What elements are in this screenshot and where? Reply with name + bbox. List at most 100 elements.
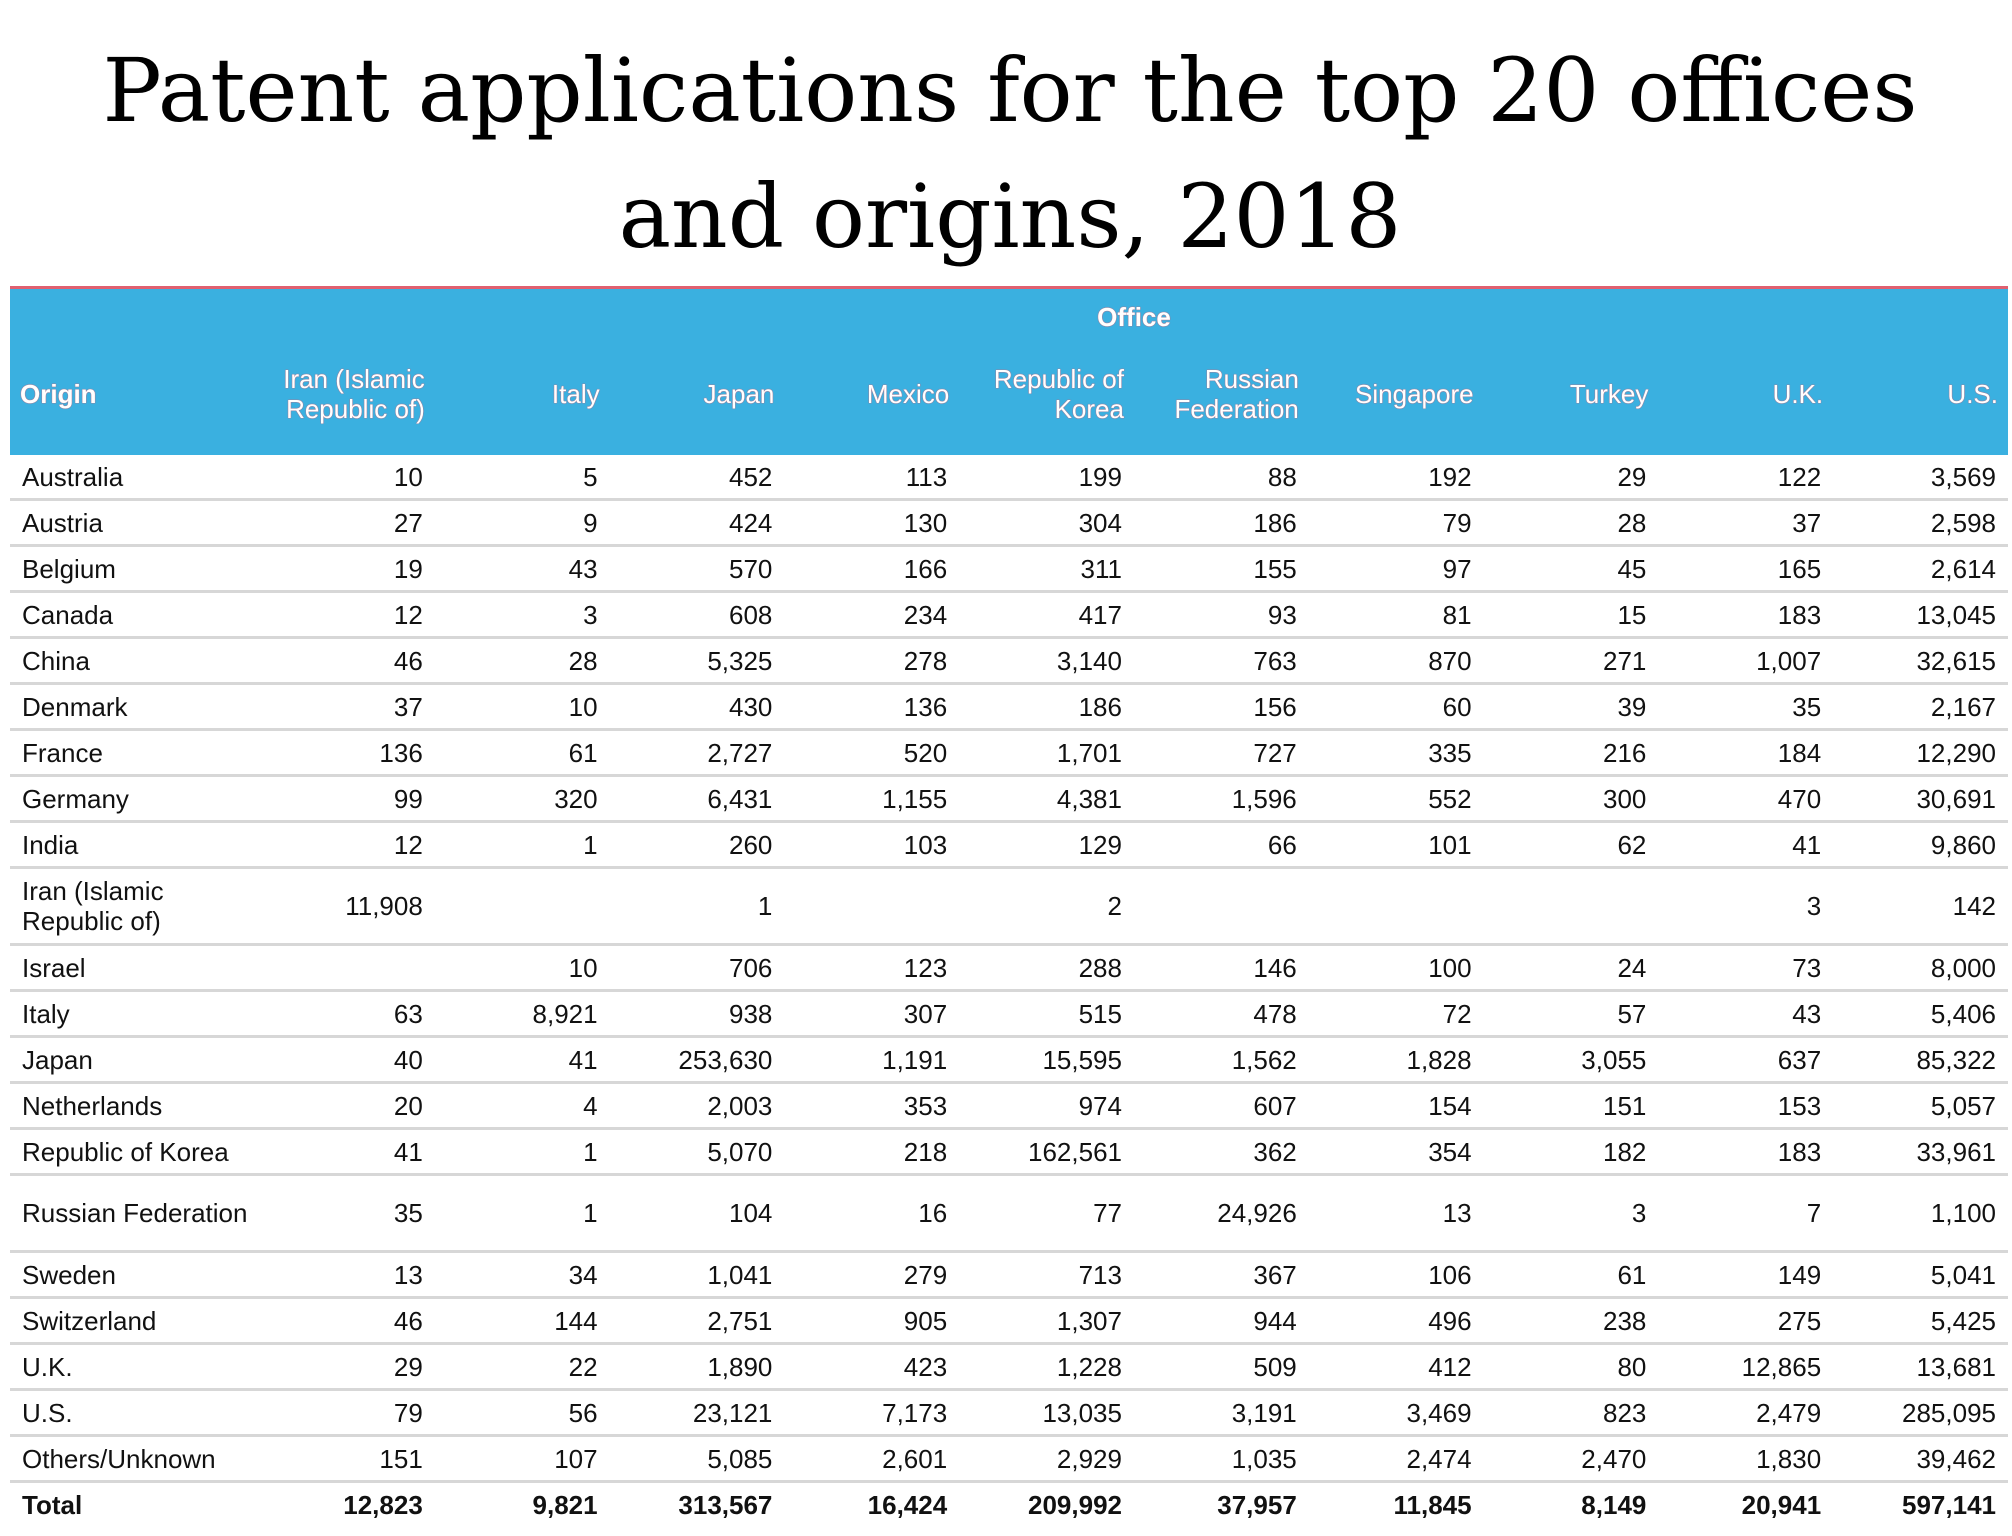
value-cell: 41: [260, 1128, 435, 1176]
table-row: Netherlands 20 4 2,003 353 974 607 154 151 153 5,0…: [10, 1082, 2008, 1130]
value-cell: 103: [784, 821, 960, 869]
value-cell: 199: [959, 455, 1134, 501]
value-cell: 637: [1658, 1036, 1834, 1084]
table-row: Republic of Korea 41 1 5,070 218 162,561 362 35…: [10, 1128, 2008, 1176]
value-cell: 1,307: [959, 1297, 1134, 1345]
column-header: Iran (Islamic Republic of): [260, 333, 435, 455]
total-cell: 313,567: [678, 1490, 773, 1520]
value-cell: 8,921: [434, 990, 610, 1038]
origin-cell: U.S.: [10, 1389, 260, 1437]
origin-cell: Russian Federation: [10, 1174, 260, 1253]
value-cell: 271: [1483, 637, 1659, 685]
value-cell: 12,865: [1658, 1343, 1834, 1391]
office-group-header: Office: [260, 287, 2008, 333]
value-cell: 151: [260, 1435, 435, 1483]
value-cell: 12: [260, 591, 435, 639]
table-row: Israel 10 706 123 288 146 100 24 73 8,000: [10, 944, 2008, 992]
column-header: Japan: [609, 333, 785, 455]
value-cell: 43: [1658, 990, 1834, 1038]
value-cell: 2,929: [959, 1435, 1134, 1483]
table-row: Germany 99 320 6,431 1,155 4,381 1,596 552 300 47…: [10, 775, 2008, 823]
value-cell: 300: [1483, 775, 1659, 823]
value-cell: 1,562: [1133, 1036, 1309, 1084]
column-header: Russian Federation: [1133, 333, 1309, 455]
value-cell: 424: [609, 499, 785, 547]
value-cell: 7,173: [784, 1389, 960, 1437]
value-cell: 19: [260, 545, 435, 593]
column-header: Turkey: [1483, 333, 1659, 455]
value-cell: 3: [1483, 1174, 1659, 1253]
value-cell: 61: [434, 729, 610, 777]
value-cell: 3,469: [1308, 1389, 1484, 1437]
value-cell: 99: [260, 775, 435, 823]
table-row: France 136 61 2,727 520 1,701 727 335 216 184 12,2…: [10, 729, 2008, 777]
value-cell: 2,003: [609, 1082, 785, 1130]
table-row: Canada 12 3 608 234 417 93 81 15 183 13,045: [10, 591, 2008, 639]
value-cell: 1,830: [1658, 1435, 1834, 1483]
value-cell: 40: [260, 1036, 435, 1084]
value-cell: [1133, 867, 1309, 946]
value-cell: 238: [1483, 1297, 1659, 1345]
value-cell: 37: [260, 683, 435, 731]
value-cell: 153: [1658, 1082, 1834, 1130]
column-header: Italy: [434, 333, 610, 455]
origin-cell: Netherlands: [10, 1082, 260, 1130]
value-cell: 16: [784, 1174, 960, 1253]
value-cell: 154: [1308, 1082, 1484, 1130]
value-cell: 7: [1658, 1174, 1834, 1253]
total-label: Total: [22, 1490, 83, 1520]
value-cell: 22: [434, 1343, 610, 1391]
value-cell: 4,381: [959, 775, 1134, 823]
value-cell: 104: [609, 1174, 785, 1253]
value-cell: 1,596: [1133, 775, 1309, 823]
value-cell: 552: [1308, 775, 1484, 823]
value-cell: 1,007: [1658, 637, 1834, 685]
table-body: Australia 10 5 452 113 199 88 192 29 122 3,569 Aust…: [10, 455, 2008, 1527]
value-cell: 85,322: [1833, 1036, 2008, 1084]
value-cell: 285,095: [1833, 1389, 2008, 1437]
value-cell: 100: [1308, 944, 1484, 992]
value-cell: 43: [434, 545, 610, 593]
value-cell: 218: [784, 1128, 960, 1176]
value-cell: 279: [784, 1251, 960, 1299]
value-cell: 77: [959, 1174, 1134, 1253]
value-cell: 184: [1658, 729, 1834, 777]
origin-cell: India: [10, 821, 260, 869]
table-row: Belgium 19 43 570 166 311 155 97 45 165 2,614: [10, 545, 2008, 593]
table-row: Iran (Islamic Republic of) 11,908 1 2 3 142: [10, 867, 2008, 946]
header-spacer: [10, 287, 260, 333]
value-cell: 944: [1133, 1297, 1309, 1345]
table-row: Japan 40 41 253,630 1,191 15,595 1,562 1,828 3,0…: [10, 1036, 2008, 1084]
value-cell: 9: [434, 499, 610, 547]
value-cell: 260: [609, 821, 785, 869]
value-cell: 509: [1133, 1343, 1309, 1391]
value-cell: 727: [1133, 729, 1309, 777]
value-cell: 311: [959, 545, 1134, 593]
value-cell: 23,121: [609, 1389, 785, 1437]
value-cell: 33,961: [1833, 1128, 2008, 1176]
value-cell: 24,926: [1133, 1174, 1309, 1253]
value-cell: 13: [260, 1251, 435, 1299]
value-cell: 13,045: [1833, 591, 2008, 639]
value-cell: 5: [434, 455, 610, 501]
total-cell: 16,424: [867, 1490, 948, 1520]
value-cell: 520: [784, 729, 960, 777]
origin-cell: France: [10, 729, 260, 777]
patent-table: Office Origin Iran (Islamic Republic of)…: [10, 286, 2008, 1527]
value-cell: [784, 867, 960, 946]
value-cell: [260, 944, 435, 992]
value-cell: 706: [609, 944, 785, 992]
page-title: Patent applications for the top 20 offic…: [102, 39, 1918, 268]
value-cell: 41: [1658, 821, 1834, 869]
value-cell: 1: [434, 821, 610, 869]
value-cell: 46: [260, 1297, 435, 1345]
table-row: China 46 28 5,325 278 3,140 763 870 271 1,007 32,6…: [10, 637, 2008, 685]
table-row: U.K. 29 22 1,890 423 1,228 509 412 80 12,865 13,68…: [10, 1343, 2008, 1391]
value-cell: 1,890: [609, 1343, 785, 1391]
value-cell: 335: [1308, 729, 1484, 777]
value-cell: 3,055: [1483, 1036, 1659, 1084]
origin-cell: China: [10, 637, 260, 685]
value-cell: 12: [260, 821, 435, 869]
value-cell: 80: [1483, 1343, 1659, 1391]
value-cell: 1,100: [1833, 1174, 2008, 1253]
